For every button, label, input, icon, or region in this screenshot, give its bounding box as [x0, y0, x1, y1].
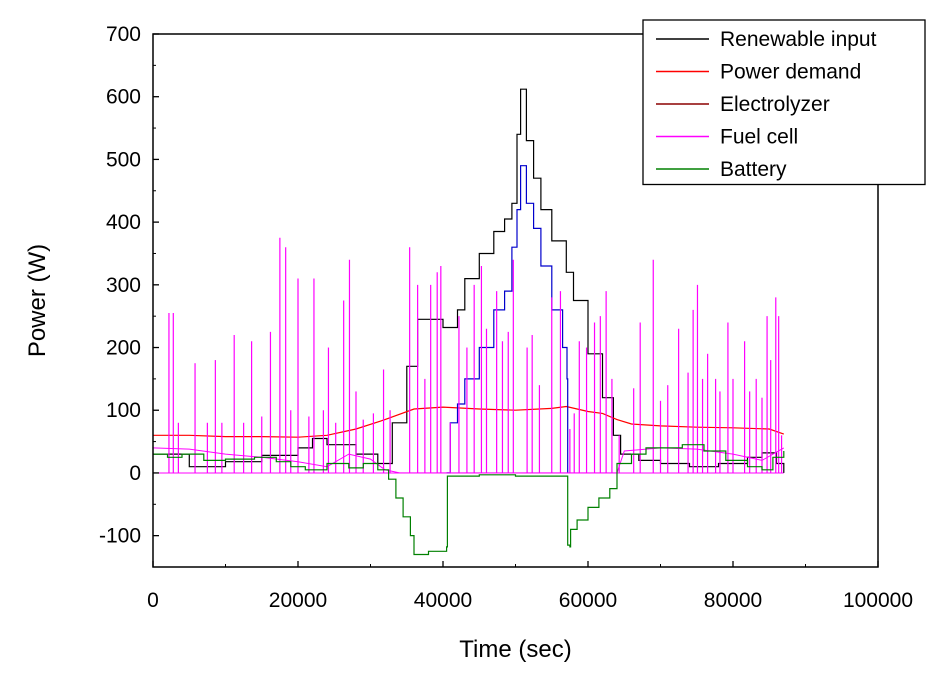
- y-axis: -100 0 100 200 300 400 500 600 700: [99, 23, 159, 568]
- y-tick-label: 200: [106, 337, 141, 360]
- legend-label: Battery: [720, 158, 787, 181]
- y-tick-label: 600: [106, 86, 141, 109]
- x-tick-label: 100000: [843, 589, 913, 612]
- x-axis-title: Time (sec): [459, 636, 571, 663]
- series-line-fuel-cell: [152, 447, 785, 474]
- series-line-power-demand: [153, 405, 784, 438]
- y-tick-label: -100: [99, 525, 141, 548]
- y-tick-label: 500: [106, 148, 141, 171]
- y-tick-label: 300: [106, 274, 141, 297]
- y-tick-label: 400: [106, 211, 141, 234]
- series-line-electrolyzer: [446, 165, 569, 474]
- x-tick-label: 20000: [269, 589, 327, 612]
- legend-label: Renewable input: [720, 28, 877, 51]
- series-fuel-cell: [152, 237, 785, 474]
- x-axis: 0 20000 40000 60000 80000 100000: [147, 561, 913, 612]
- series-electrolyzer: [446, 165, 569, 474]
- x-tick-label: 80000: [704, 589, 762, 612]
- legend-label: Electrolyzer: [720, 93, 830, 116]
- series-battery: [153, 444, 785, 556]
- legend-label: Power demand: [720, 61, 861, 84]
- y-axis-title: Power (W): [24, 244, 51, 357]
- x-tick-label: 60000: [559, 589, 617, 612]
- y-tick-label: 0: [129, 462, 141, 485]
- legend-box: [642, 19, 926, 186]
- series-layer: [152, 88, 785, 556]
- x-tick-label: 0: [147, 589, 159, 612]
- series-power-demand: [153, 405, 784, 438]
- y-tick-label: 100: [106, 399, 141, 422]
- legend-label: Fuel cell: [720, 126, 798, 149]
- series-line-battery: [153, 444, 785, 556]
- y-tick-label: 700: [106, 23, 141, 46]
- x-tick-label: 40000: [414, 589, 472, 612]
- legend: Renewable input Power demand Electrolyzer F…: [642, 19, 926, 186]
